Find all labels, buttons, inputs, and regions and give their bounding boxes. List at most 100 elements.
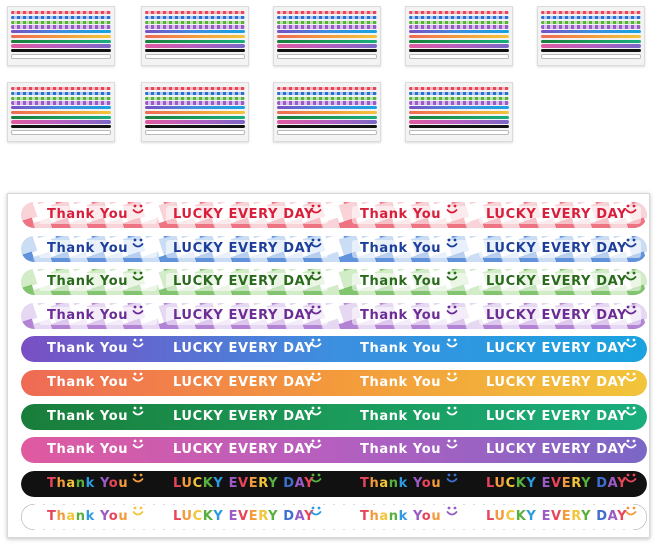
thank-you-text: Thank You — [47, 442, 129, 458]
smiley-icon — [310, 271, 322, 281]
rainbow-letter: U — [181, 475, 193, 491]
thumbnail-strip — [145, 87, 245, 91]
rainbow-letter: u — [118, 509, 129, 525]
thumbnail-strip — [409, 106, 509, 110]
thumbnail-strip — [409, 39, 509, 43]
thank-you-text: Thank You — [360, 341, 442, 357]
thumbnail-strip — [277, 39, 377, 43]
sheet-thumbnail[interactable] — [405, 82, 513, 142]
thumbnail-strip — [145, 49, 245, 53]
thumbnail-strip — [11, 34, 111, 39]
rainbow-letter: a — [66, 475, 76, 491]
rainbow-letter: Y — [412, 509, 422, 525]
sticker-strip[interactable]: Thank You LUCKY EVERY DAY Thank You LUCKY E… — [21, 269, 647, 296]
thumbnail-strip — [145, 25, 245, 29]
sheet-thumbnail[interactable] — [7, 6, 115, 66]
thumbnail-strip — [11, 44, 111, 48]
rainbow-letter: k — [85, 509, 95, 525]
rainbow-letter: Y — [412, 475, 422, 491]
sticker-strip[interactable]: Thank You LUCKY EVERY DAY Thank You LUCKY E… — [21, 370, 647, 396]
thumbnail-strip — [409, 15, 509, 19]
thumbnail-strip — [409, 91, 509, 95]
smiley-icon — [625, 204, 637, 214]
strip-background — [21, 504, 647, 531]
sticker-strip[interactable]: Thank You LUCKY EVERY DAY Thank You LUCKY E… — [21, 302, 647, 329]
thumbnail-strip — [409, 101, 509, 105]
smiley-icon — [625, 238, 637, 247]
rainbow-letter: Y — [268, 509, 279, 525]
sheet-thumbnail[interactable] — [141, 6, 249, 66]
rainbow-letter: Y — [526, 475, 537, 491]
smiley-icon — [132, 506, 144, 516]
sheet-thumbnail[interactable] — [405, 6, 513, 66]
rainbow-letter: C — [505, 509, 516, 525]
thumbnail-strip — [277, 130, 377, 136]
strip-background — [21, 437, 647, 464]
thumbnail-strip — [145, 54, 245, 60]
smiley-icon — [446, 238, 458, 247]
lucky-every-day-text: LUCKY EVERY DAY — [486, 307, 628, 323]
rainbow-letter: u — [431, 509, 442, 525]
smiley-icon — [625, 271, 637, 281]
rainbow-letter: A — [607, 475, 618, 491]
smiley-icon — [132, 372, 144, 382]
thumbnail-strip — [11, 11, 111, 15]
rainbow-letter: R — [571, 475, 582, 491]
thumbnail-strip — [145, 101, 245, 105]
thumbnail-strip — [11, 101, 111, 105]
rainbow-letter: C — [505, 475, 516, 491]
thumbnail-strip — [11, 39, 111, 43]
thank-you-text: Thank You — [360, 504, 441, 530]
rainbow-letter: Y — [304, 509, 315, 525]
sheet-thumbnail[interactable] — [141, 82, 249, 142]
rainbow-letter: R — [258, 509, 269, 525]
rainbow-letter: a — [66, 509, 76, 525]
rainbow-letter: o — [108, 509, 119, 525]
smiley-icon — [446, 506, 458, 516]
thumbnail-strip — [11, 91, 111, 95]
thumbnail-strip — [11, 106, 111, 110]
sticker-strip[interactable]: Thank You LUCKY EVERY DAY Thank You LUCKY E… — [21, 235, 647, 262]
thumbnail-strip — [409, 11, 509, 15]
sticker-strip[interactable]: Thank You LUCKY EVERY DAY Thank You LUCKY E… — [21, 202, 647, 228]
rainbow-letter: a — [379, 509, 389, 525]
lucky-every-day-text: LUCKY EVERY DAY — [173, 442, 315, 458]
lucky-every-day-text: LUCKY EVERY DAY — [173, 341, 315, 357]
sticker-strip[interactable]: Thank You LUCKY EVERY DAY Thank You LUCKY E… — [21, 403, 647, 430]
lucky-every-day-text: LUCKY EVERY DAY — [486, 504, 627, 530]
thumbnail-strip — [277, 101, 377, 105]
rainbow-letter: h — [56, 475, 67, 491]
rainbow-letter: Y — [213, 509, 224, 525]
sheet-thumbnail[interactable] — [273, 82, 381, 142]
sheet-thumbnail[interactable] — [7, 82, 115, 142]
thumbnail-strip — [277, 30, 377, 34]
thumbnail-strip — [277, 11, 377, 15]
thumbnail-strip — [277, 20, 377, 24]
smiley-icon — [446, 305, 458, 315]
thumbnail-strip — [145, 20, 245, 24]
thumbnail-strip — [541, 34, 641, 39]
thumbnail-strip — [145, 125, 245, 129]
sticker-strip[interactable]: Thank You LUCKY EVERY DAY Thank You LUCKY E… — [21, 437, 647, 464]
rainbow-letter: E — [228, 509, 239, 525]
thumbnail-strip — [541, 39, 641, 43]
thank-you-text: Thank You — [47, 375, 129, 390]
rainbow-letter: h — [369, 509, 380, 525]
rainbow-letter: h — [369, 475, 380, 491]
rainbow-letter: E — [541, 475, 552, 491]
smiley-icon — [625, 305, 637, 315]
thank-you-text: Thank You — [360, 274, 442, 290]
smiley-icon — [310, 439, 322, 449]
sticker-strip[interactable]: Thank You LUCKY EVERY DAY Thank You LUCKY E… — [21, 336, 647, 363]
sticker-strip[interactable]: Thank You LUCKY EVERY DAY Thank You LUCKY E… — [21, 504, 647, 531]
thumbnail-strip — [277, 106, 377, 110]
rainbow-letter: U — [181, 509, 193, 525]
sheet-thumbnail[interactable] — [273, 6, 381, 66]
rainbow-letter: E — [248, 475, 259, 491]
sticker-strip[interactable]: Thank You LUCKY EVERY DAY Thank You LUCKY E… — [21, 470, 647, 497]
thumbnail-strip — [11, 115, 111, 119]
rainbow-letter: Y — [526, 509, 537, 525]
lucky-every-day-text: LUCKY EVERY DAY — [173, 307, 315, 323]
sheet-thumbnail[interactable] — [537, 6, 645, 66]
rainbow-letter: V — [238, 475, 249, 491]
